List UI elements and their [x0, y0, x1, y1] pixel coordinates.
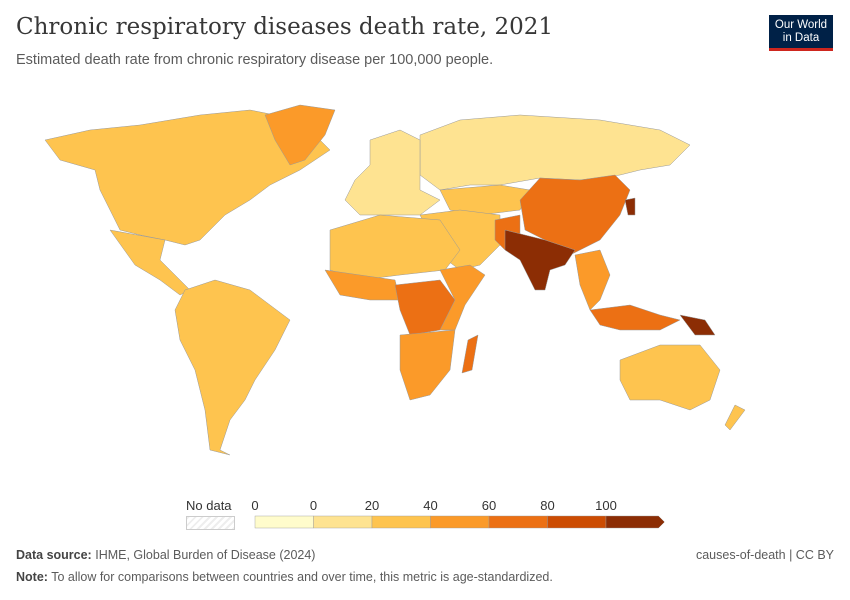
subtitle: Estimated death rate from chronic respir…	[16, 52, 494, 68]
region-east-africa[interactable]	[439, 264, 486, 331]
page-title: Chronic respiratory diseases death rate,…	[16, 14, 554, 40]
world-map	[44, 104, 746, 456]
legend-bin[interactable]	[488, 515, 548, 529]
region-china[interactable]	[519, 174, 631, 256]
region-south-asia[interactable]	[504, 229, 576, 291]
legend-tick-label: 80	[540, 498, 554, 513]
region-south-america[interactable]	[174, 279, 291, 456]
legend-tick-label: 60	[482, 498, 496, 513]
legend-tick-label: 20	[365, 498, 379, 513]
region-greenland[interactable]	[264, 104, 336, 166]
legend-tick-label: 100	[595, 498, 617, 513]
legend-tick-label: 40	[423, 498, 437, 513]
no-data-label: No data	[186, 498, 232, 513]
legend-bin[interactable]	[547, 515, 607, 529]
region-new-zealand[interactable]	[724, 404, 746, 431]
region-australia[interactable]	[619, 344, 721, 411]
legend-no-data: No data	[186, 498, 235, 530]
legend-bin[interactable]	[313, 515, 373, 529]
region-indonesia[interactable]	[589, 304, 681, 331]
region-madagascar[interactable]	[461, 334, 479, 374]
note-text: To allow for comparisons between countri…	[51, 570, 553, 584]
region-russia[interactable]	[419, 114, 691, 191]
region-korea-japan[interactable]	[624, 197, 636, 216]
region-southern-africa[interactable]	[399, 329, 456, 401]
license[interactable]: causes-of-death | CC BY	[695, 548, 834, 562]
region-europe[interactable]	[344, 129, 441, 216]
legend-bin[interactable]	[254, 515, 314, 529]
owid-logo[interactable]: Our World in Data	[769, 15, 833, 51]
data-source: Data source: IHME, Global Burden of Dise…	[16, 548, 316, 562]
color-legend: 0 0 20 40 60 80 100	[251, 498, 665, 529]
note: Note: To allow for comparisons between c…	[16, 570, 553, 584]
region-southeast-asia[interactable]	[574, 249, 611, 311]
legend-bin[interactable]	[371, 515, 431, 529]
region-central-asia[interactable]	[439, 184, 531, 216]
legend-bin[interactable]	[430, 515, 490, 529]
source-text[interactable]: IHME, Global Burden of Disease (2024)	[95, 548, 316, 562]
legend-tick-label: 0	[310, 498, 317, 513]
no-data-swatch	[186, 516, 235, 530]
region-papua-new-guinea[interactable]	[679, 314, 716, 336]
legend-bin[interactable]	[605, 515, 665, 529]
legend-tick-label: 0	[251, 498, 258, 513]
region-north-america[interactable]	[44, 109, 331, 246]
